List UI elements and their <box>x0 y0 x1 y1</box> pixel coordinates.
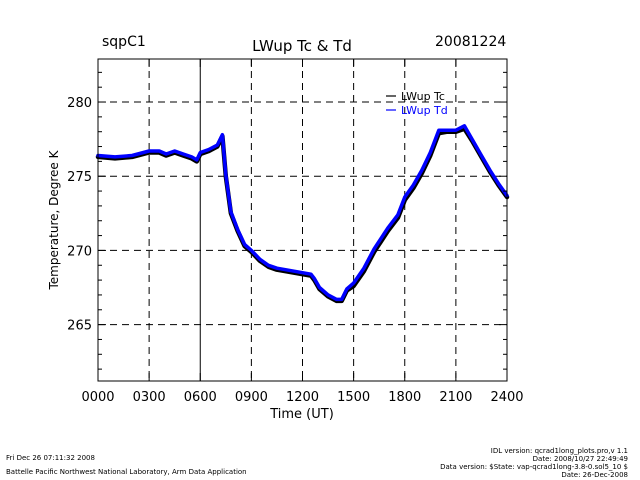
y-axis: 265 270 275 280 <box>67 71 507 370</box>
x-tick-label: 0300 <box>133 390 166 405</box>
footer-lab: Battelle Pacific Northwest National Labo… <box>6 468 247 476</box>
date-label: 20081224 <box>435 34 507 50</box>
grid <box>98 59 507 381</box>
x-tick-label: 2100 <box>439 390 472 405</box>
y-axis-label: Temperature, Degree K <box>47 149 61 290</box>
x-tick-label: 1800 <box>388 390 421 405</box>
x-tick-label: 0000 <box>81 390 114 405</box>
y-tick-label: 270 <box>67 244 92 259</box>
legend-label: LWup Td <box>401 104 448 117</box>
x-tick-label: 2400 <box>490 390 523 405</box>
footer-data-date: Date: 26-Dec-2008 <box>561 471 628 479</box>
legend-label: LWup Tc <box>401 90 445 103</box>
y-tick-label: 275 <box>67 170 92 185</box>
footer-version-block: IDL version: qcrad1long_plots.pro,v 1.1 … <box>440 447 628 479</box>
site-label: sqpC1 <box>102 34 146 50</box>
x-axis-label: Time (UT) <box>269 407 334 422</box>
series-layer <box>95 124 510 304</box>
x-tick-label: 1200 <box>286 390 319 405</box>
footer-idl-date: Date: 2008/10/27 22:49:49 <box>532 455 628 463</box>
x-tick-label: 0900 <box>235 390 268 405</box>
x-tick-label: 1500 <box>337 390 370 405</box>
footer-timestamp: Fri Dec 26 07:11:32 2008 <box>6 454 95 462</box>
footer-idl-version: IDL version: qcrad1long_plots.pro,v 1.1 <box>490 447 628 455</box>
x-tick-label: 0600 <box>184 390 217 405</box>
y-tick-label: 265 <box>67 319 92 334</box>
series-line-lwup-tc <box>95 126 510 304</box>
x-axis: 0000 0300 0600 0900 1200 1500 1800 2100 2400 <box>81 59 524 405</box>
footer-data-version: Data version: $State: vap-qcrad1long-3.8… <box>440 463 628 471</box>
series-line-lwup-td <box>96 124 509 302</box>
chart: LWup Tc & Td 0000 0300 0600 0900 1200 1500 180… <box>47 37 524 422</box>
y-tick-label: 280 <box>67 96 92 111</box>
chart-title: LWup Tc & Td <box>252 37 352 55</box>
